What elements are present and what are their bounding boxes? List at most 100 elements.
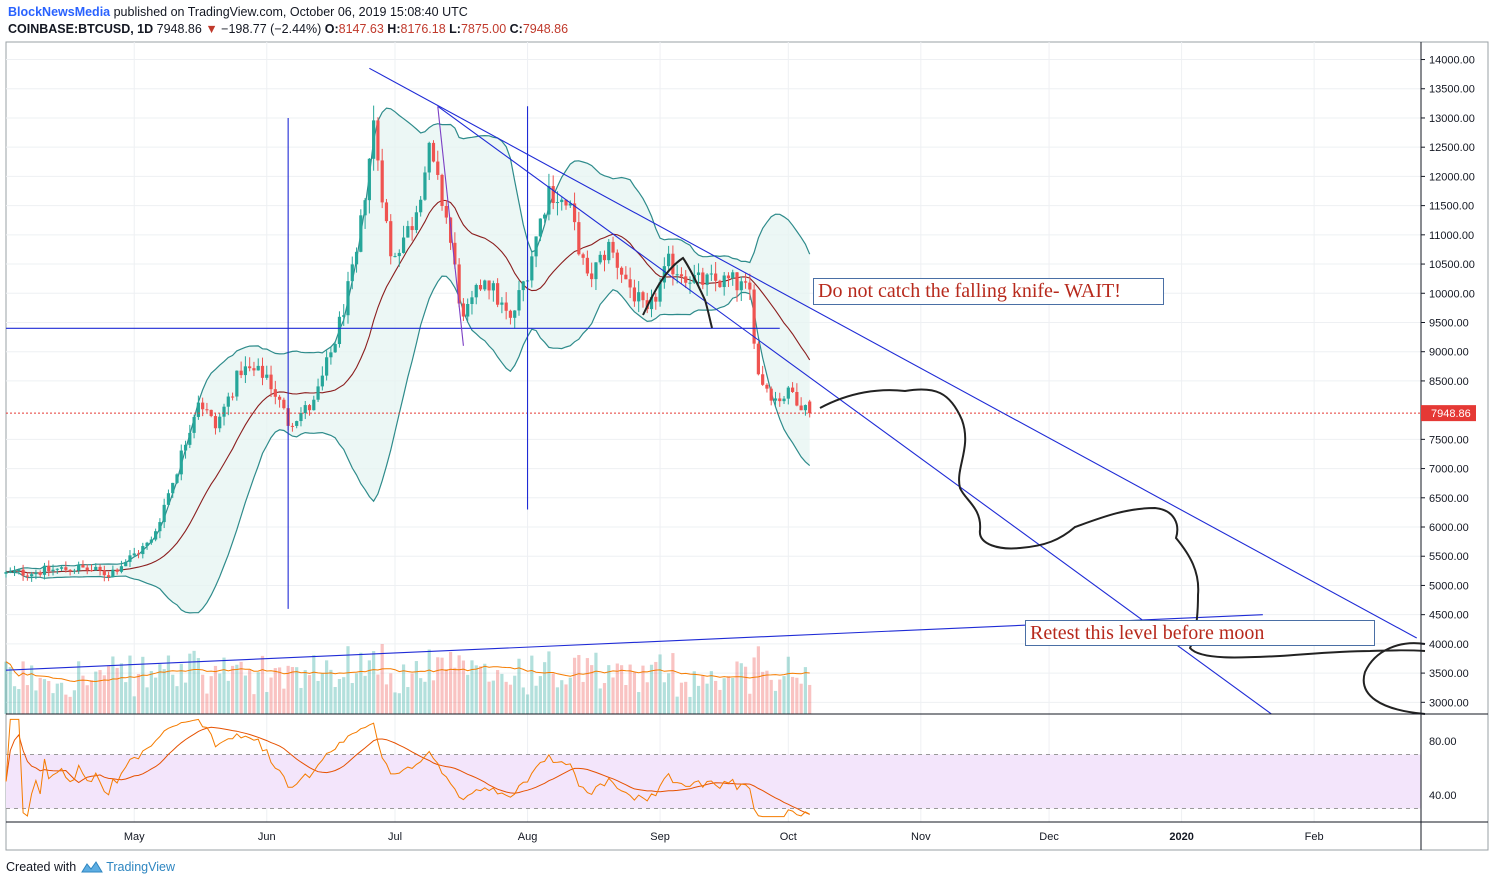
trend-drawings[interactable] — [5, 67, 1417, 715]
price-axis[interactable]: 14000.00 13500.00 13000.00 12500.00 12000.00… — [1421, 55, 1475, 710]
bollinger-band-fill — [6, 108, 810, 613]
volume-bar — [795, 677, 799, 714]
candle-up — [568, 203, 572, 206]
candle-down — [743, 281, 748, 283]
volume-bar — [701, 675, 705, 714]
volume-bar — [568, 677, 572, 714]
volume-bar — [461, 660, 466, 714]
volume-bar — [350, 683, 354, 714]
rsi-tick-label: 80.00 — [1429, 736, 1457, 748]
candle-up — [372, 120, 376, 159]
candle-up — [427, 142, 431, 173]
candle-down — [106, 575, 111, 578]
volume-bar — [478, 666, 483, 714]
volume-bar — [594, 652, 598, 714]
candle-up — [423, 172, 427, 200]
candle-up — [705, 274, 709, 285]
volume-bar — [679, 682, 684, 714]
volume-bar — [731, 677, 735, 714]
volume-bar — [662, 682, 666, 714]
time-axis[interactable]: May Jun Jul Aug Sep Oct Nov Dec 2020 Feb — [124, 831, 1324, 843]
candle-up — [491, 283, 495, 291]
volume-bar — [307, 675, 312, 714]
published-info: published on TradingView.com, October 06… — [113, 5, 468, 19]
volume-bar — [743, 666, 748, 714]
volume-bar — [89, 680, 94, 714]
volume-bar — [808, 684, 812, 714]
candle-down — [619, 267, 624, 275]
candle-up — [709, 273, 713, 275]
candle-down — [752, 289, 756, 344]
volume-bar — [671, 653, 675, 714]
price-tick-label: 13000.00 — [1429, 113, 1475, 125]
volume-bar — [667, 673, 671, 714]
volume-bar — [85, 685, 89, 714]
volume-bar — [641, 665, 645, 714]
annotation-falling-knife[interactable]: Do not catch the falling knife- WAIT! — [813, 278, 1164, 305]
volume-bar — [201, 674, 205, 714]
volume-bar — [496, 670, 500, 714]
low-label: L: — [449, 22, 461, 36]
price-tick-label: 8500.00 — [1429, 376, 1469, 388]
volume-bar — [658, 654, 662, 714]
candle-down — [457, 264, 461, 304]
candle-down — [239, 370, 243, 376]
volume-bar — [124, 682, 128, 714]
rsi-axis[interactable]: 80.00 40.00 — [1429, 736, 1457, 802]
candle-down — [273, 389, 277, 397]
annotation-retest[interactable]: Retest this level before moon — [1025, 620, 1375, 646]
candle-down — [453, 242, 457, 265]
candle-up — [470, 297, 474, 304]
candle-down — [21, 569, 25, 576]
volume-bar — [761, 671, 765, 714]
publisher-name[interactable]: BlockNewsMedia — [8, 5, 111, 19]
candle-up — [303, 405, 307, 414]
candle-down — [64, 567, 68, 570]
volume-bar — [102, 675, 106, 714]
tradingview-logo-icon — [81, 861, 104, 873]
rsi-line — [5, 718, 810, 818]
volume-bar — [333, 687, 337, 714]
volume-bar — [739, 663, 743, 714]
volume-bar — [325, 660, 329, 714]
candle-down — [714, 273, 718, 281]
candle-up — [243, 366, 247, 376]
volume-bar — [183, 682, 188, 714]
volume-bar — [709, 671, 713, 714]
candle-up — [786, 387, 790, 399]
volume-bar — [525, 694, 530, 714]
volume-bar — [222, 657, 226, 714]
bollinger-upper-line — [5, 107, 811, 573]
volume-bar — [389, 673, 393, 714]
candle-up — [667, 253, 671, 267]
price-tick-label: 6000.00 — [1429, 522, 1469, 534]
candle-down — [496, 283, 500, 305]
candle-down — [551, 186, 555, 203]
header-row-2: COINBASE:BTCUSD, 1D 7948.86 ▼ −198.77 (−… — [8, 21, 568, 38]
candle-up — [731, 272, 735, 279]
candle-down — [581, 254, 585, 258]
volume-bar — [154, 677, 158, 714]
volume-bar — [47, 681, 51, 714]
candle-up — [4, 572, 8, 574]
candle-up — [265, 374, 269, 378]
drop-line — [437, 106, 464, 346]
candle-up — [560, 199, 564, 203]
volume-bar — [94, 671, 98, 714]
volume-bar — [508, 684, 513, 714]
volume-bar — [551, 673, 555, 714]
price-tick-label: 3000.00 — [1429, 697, 1469, 709]
volume-bar — [692, 671, 696, 714]
volume-bar — [312, 655, 316, 714]
bollinger-basis-line — [5, 199, 811, 574]
volume-bar — [213, 665, 218, 714]
hand-drawn-projection — [819, 388, 1426, 659]
volume-bar — [218, 673, 222, 714]
candle-up — [500, 302, 504, 305]
tradingview-brand[interactable]: TradingView — [106, 860, 175, 874]
price-tick-label: 3500.00 — [1429, 668, 1469, 680]
candle-down — [726, 275, 731, 279]
volume-bar — [684, 681, 688, 714]
candle-down — [376, 120, 380, 161]
